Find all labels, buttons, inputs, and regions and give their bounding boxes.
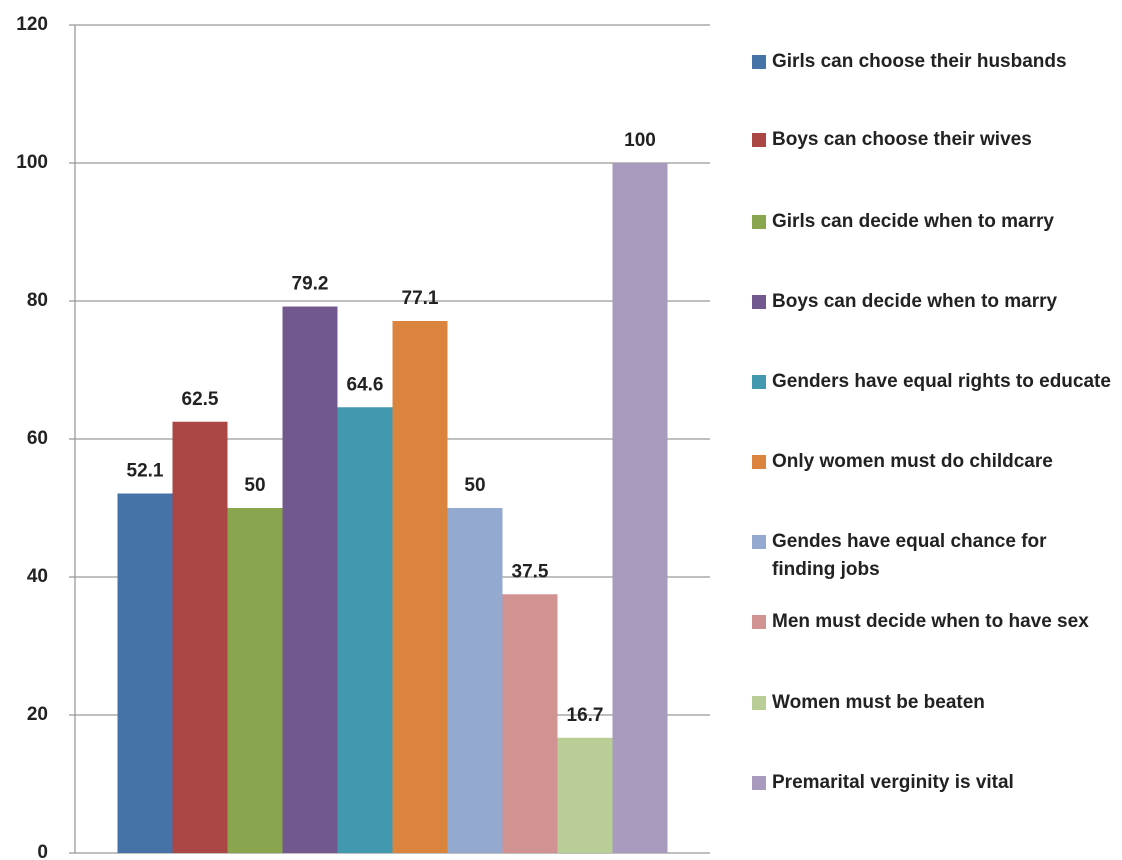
legend-item: Men must decide when to have sex [752,608,1112,636]
legend-item: Only women must do childcare [752,448,1112,476]
legend-swatch [752,133,766,147]
legend-swatch [752,215,766,229]
legend-label: Men must decide when to have sex [772,611,1089,632]
bar [392,321,448,853]
legend-label: Gendes have equal chance for finding job… [772,531,1047,580]
legend-item: Premarital verginity is vital [752,769,1112,797]
legend-swatch [752,615,766,629]
legend-item: Women must be beaten [752,689,1112,717]
y-tick-label: 60 [27,428,48,449]
legend-swatch [752,455,766,469]
bar [227,508,283,853]
value-label: 79.2 [292,274,329,295]
value-label: 37.5 [512,561,549,582]
bar [447,508,503,853]
legend-label: Boys can decide when to marry [772,291,1058,312]
value-label: 64.6 [347,374,384,395]
value-label: 52.1 [127,461,164,482]
bar [557,737,613,853]
legend-swatch [752,776,766,790]
value-label: 62.5 [182,389,219,410]
legend-label: Premarital verginity is vital [772,772,1014,793]
y-tick-label: 40 [27,566,48,587]
legend-item: Boys can decide when to marry [752,288,1112,316]
bar [502,594,558,853]
legend-label: Boys can choose their wives [772,129,1032,150]
bar [172,421,228,853]
legend-label: Only women must do childcare [772,451,1053,472]
bar [612,163,668,853]
y-tick-label: 0 [37,842,48,860]
legend-item: Genders have equal rights to educate [752,368,1112,396]
legend-swatch [752,375,766,389]
y-tick-label: 20 [27,704,48,725]
value-label: 16.7 [567,705,604,726]
bar [282,306,338,853]
legend-swatch [752,55,766,69]
legend-swatch [752,535,766,549]
value-label: 77.1 [402,288,439,309]
legend-item: Girls can choose their husbands [752,48,1112,76]
bar [337,407,393,853]
legend-label: Women must be beaten [772,692,985,713]
legend-label: Girls can decide when to marry [772,211,1054,232]
y-tick-label: 120 [16,14,48,35]
legend-item: Boys can choose their wives [752,126,1112,154]
legend-label: Genders have equal rights to educate [772,371,1111,392]
value-label: 50 [464,475,485,496]
legend-item: Girls can decide when to marry [752,208,1112,236]
y-tick-label: 100 [16,152,48,173]
y-tick-label: 80 [27,290,48,311]
legend-swatch [752,696,766,710]
value-label: 50 [244,475,265,496]
legend-swatch [752,295,766,309]
bar [117,493,173,853]
legend-item: Gendes have equal chance for finding job… [752,528,1112,584]
legend-label: Girls can choose their husbands [772,51,1067,72]
value-label: 100 [624,130,656,151]
